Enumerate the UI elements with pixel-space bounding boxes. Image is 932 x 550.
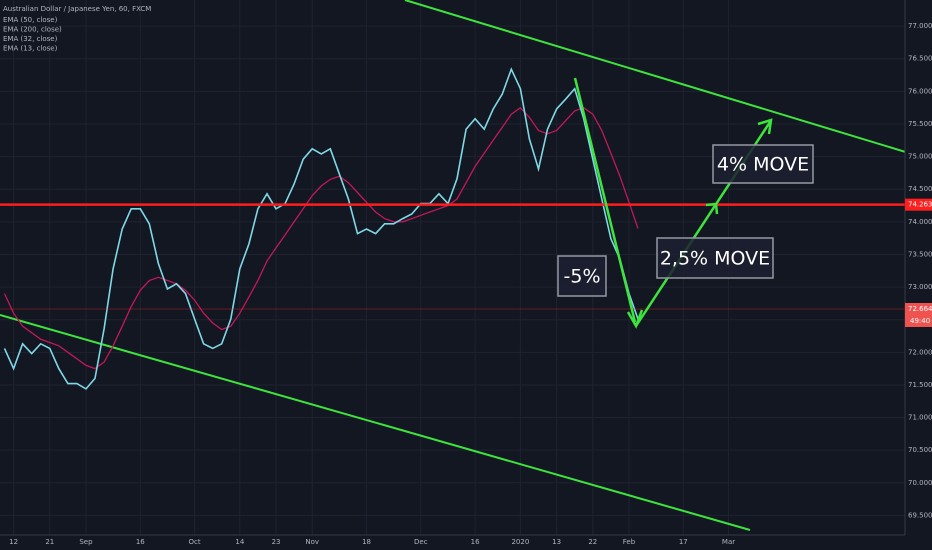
trend-line bbox=[0, 314, 751, 531]
annotation-box bbox=[557, 255, 607, 297]
chart-title: Australian Dollar / Japanese Yen, 60, FX… bbox=[3, 5, 151, 13]
price-line bbox=[3, 106, 639, 370]
legend-entry: EMA (32, close) bbox=[3, 35, 58, 43]
legend-entry: EMA (200, close) bbox=[3, 26, 62, 34]
x-tick-label: 18 bbox=[362, 538, 371, 546]
legend-entry: EMA (13, close) bbox=[3, 45, 58, 53]
legend-entry: EMA (50, close) bbox=[3, 16, 58, 24]
x-tick-label: 16 bbox=[471, 538, 480, 546]
x-tick-label: 13 bbox=[552, 538, 561, 546]
x-tick-label: Feb bbox=[623, 538, 636, 546]
level-label: 74.263 bbox=[908, 201, 932, 209]
x-tick-label: 17 bbox=[679, 538, 688, 546]
x-tick-label: Nov bbox=[305, 538, 319, 546]
y-tick-label: 76.000 bbox=[908, 87, 932, 95]
plot bbox=[0, 67, 905, 390]
y-tick-label: 76.500 bbox=[908, 55, 932, 63]
x-tick-label: Sep bbox=[79, 538, 93, 546]
arrow bbox=[573, 77, 637, 323]
y-tick-label: 75.000 bbox=[908, 153, 932, 161]
level-tag bbox=[905, 198, 932, 211]
price-line bbox=[3, 67, 639, 390]
y-tick-label: 75.500 bbox=[908, 120, 932, 128]
x-tick-label: 12 bbox=[9, 538, 18, 546]
y-tick-label: 73.000 bbox=[908, 283, 932, 291]
price-label: 72.664 bbox=[908, 305, 932, 313]
x-tick-label: 2020 bbox=[511, 538, 529, 546]
x-tick-label: Oct bbox=[189, 538, 201, 546]
x-tick-label: 23 bbox=[272, 538, 281, 546]
y-tick-label: 70.000 bbox=[908, 479, 932, 487]
x-tick-label: 22 bbox=[588, 538, 597, 546]
countdown: 49:40 bbox=[910, 317, 930, 325]
y-tick-label: 72.000 bbox=[908, 348, 932, 356]
y-tick-label: 74.000 bbox=[908, 218, 932, 226]
y-tick-label: 71.000 bbox=[908, 414, 932, 422]
x-tick-label: 16 bbox=[136, 538, 145, 546]
annotation: -5% bbox=[564, 266, 601, 288]
y-tick-label: 70.500 bbox=[908, 446, 932, 454]
annotation-box bbox=[656, 237, 774, 279]
arrow-head bbox=[757, 118, 773, 135]
trend-line bbox=[404, 0, 932, 161]
y-tick-label: 77.000 bbox=[908, 22, 932, 30]
annotation: 4% MOVE bbox=[717, 154, 809, 176]
annotation-box bbox=[712, 144, 814, 184]
y-tick-label: 71.500 bbox=[908, 381, 932, 389]
x-tick-label: 21 bbox=[45, 538, 54, 546]
x-tick-label: 14 bbox=[235, 538, 244, 546]
y-tick-label: 74.500 bbox=[908, 185, 932, 193]
x-tick-label: Dec bbox=[414, 538, 428, 546]
y-tick-label: 73.500 bbox=[908, 250, 932, 258]
arrow-head bbox=[705, 202, 719, 215]
x-tick-label: Mar bbox=[722, 538, 735, 546]
axis: 69.50070.00070.50071.00071.50072.00072.5… bbox=[9, 22, 932, 546]
price-tag bbox=[905, 302, 932, 327]
y-tick-label: 69.500 bbox=[908, 511, 932, 519]
annotation: 2,5% MOVE bbox=[660, 248, 770, 270]
price-axis bbox=[905, 0, 932, 550]
